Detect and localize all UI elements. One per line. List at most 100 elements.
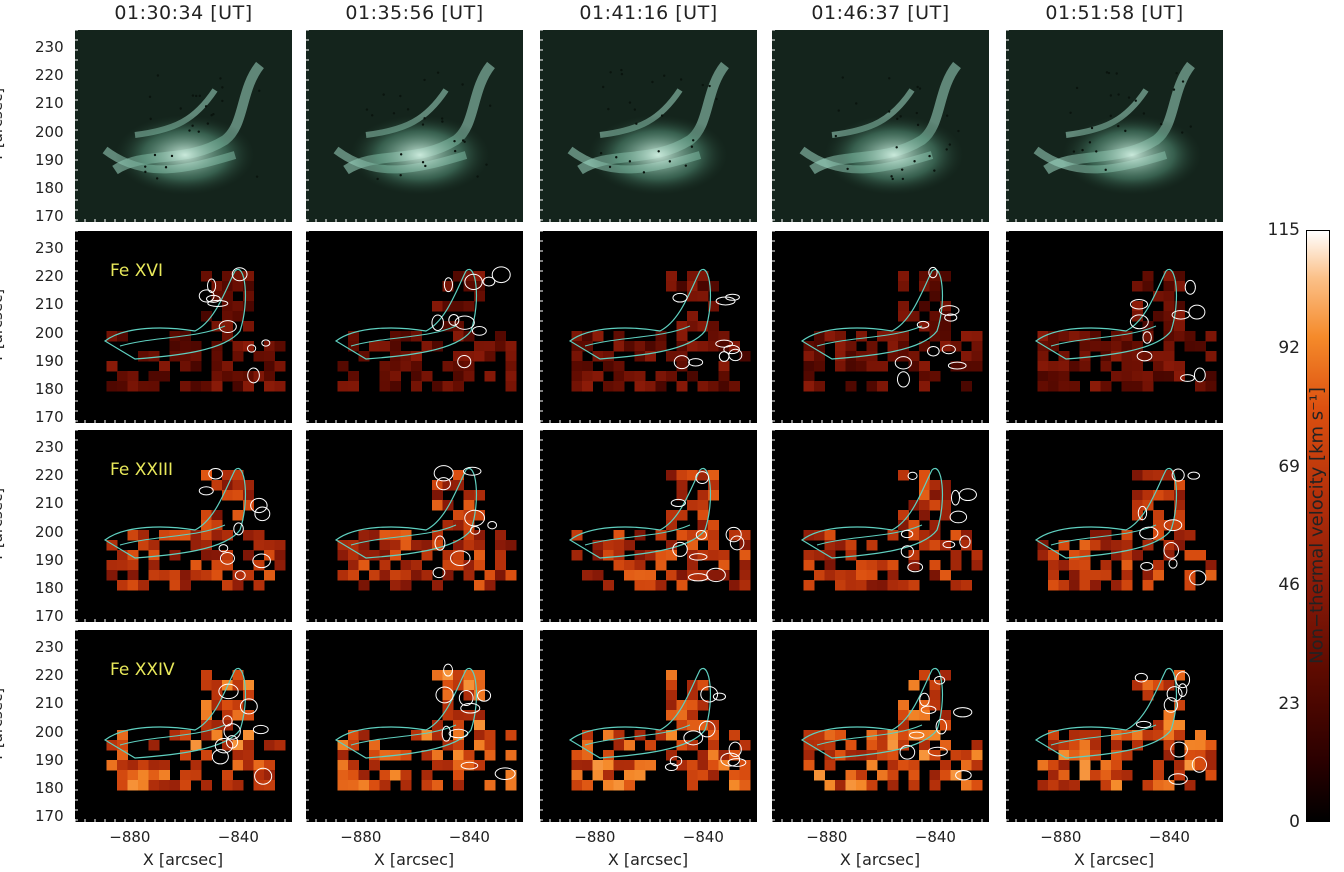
dark-speck bbox=[1117, 93, 1120, 96]
velocity-pixel bbox=[708, 750, 719, 761]
velocity-pixel bbox=[442, 500, 454, 511]
velocity-pixel bbox=[138, 351, 149, 362]
velocity-pixel bbox=[687, 770, 698, 781]
panel-r1-c3 bbox=[540, 30, 757, 222]
velocity-pixel bbox=[929, 490, 941, 501]
velocity-pixel bbox=[379, 750, 391, 761]
velocity-pixel bbox=[358, 351, 370, 362]
velocity-pixel bbox=[400, 331, 412, 342]
velocity-pixel bbox=[1037, 361, 1049, 372]
dark-speck bbox=[488, 104, 492, 107]
velocity-pixel bbox=[222, 321, 233, 332]
velocity-pixel bbox=[1090, 530, 1101, 541]
velocity-pixel bbox=[453, 740, 464, 751]
velocity-pixel bbox=[1111, 550, 1122, 561]
velocity-pixel bbox=[950, 341, 962, 352]
contour-white bbox=[443, 277, 454, 293]
dark-speck bbox=[837, 109, 840, 112]
dark-speck bbox=[633, 108, 637, 111]
velocity-pixel bbox=[824, 570, 836, 581]
velocity-pixel bbox=[453, 770, 464, 781]
velocity-pixel bbox=[442, 550, 454, 561]
colorbar-tick-label: 92 bbox=[1278, 338, 1300, 359]
velocity-pixel bbox=[190, 381, 202, 392]
velocity-pixel bbox=[634, 351, 646, 362]
velocity-pixel bbox=[571, 361, 583, 372]
dark-speck bbox=[642, 171, 646, 174]
velocity-pixel bbox=[190, 341, 202, 352]
velocity-pixel bbox=[908, 520, 920, 531]
velocity-pixel bbox=[453, 780, 464, 791]
dark-speck bbox=[436, 71, 440, 74]
velocity-pixel bbox=[432, 341, 443, 352]
velocity-pixel bbox=[708, 570, 719, 581]
velocity-pixel bbox=[243, 480, 254, 491]
velocity-pixel bbox=[835, 331, 846, 342]
velocity-pixel bbox=[950, 580, 962, 591]
velocity-pixel bbox=[421, 780, 433, 791]
velocity-pixel bbox=[379, 530, 391, 541]
velocity-pixel bbox=[421, 730, 433, 741]
velocity-pixel bbox=[866, 341, 878, 352]
velocity-pixel bbox=[148, 550, 160, 561]
velocity-pixel bbox=[390, 381, 401, 392]
bright-kernel bbox=[350, 115, 490, 195]
velocity-pixel bbox=[369, 780, 380, 791]
dark-speck bbox=[1072, 150, 1076, 153]
contour-white bbox=[247, 367, 260, 384]
velocity-pixel bbox=[117, 550, 128, 561]
velocity-pixel bbox=[856, 331, 867, 342]
velocity-pixel bbox=[337, 570, 349, 581]
velocity-pixel bbox=[687, 470, 698, 481]
velocity-pixel bbox=[180, 341, 191, 352]
column-title-4: 01:46:37 [UT] bbox=[811, 2, 950, 24]
dark-speck bbox=[197, 130, 200, 133]
bright-kernel bbox=[1062, 115, 1202, 195]
velocity-pixel bbox=[463, 570, 475, 581]
velocity-pixel bbox=[1048, 341, 1059, 352]
velocity-pixel bbox=[159, 530, 170, 541]
contour-white bbox=[471, 325, 487, 336]
velocity-pixel bbox=[232, 281, 244, 292]
velocity-pixel bbox=[432, 381, 443, 392]
velocity-pixel bbox=[1184, 750, 1196, 761]
velocity-pixel bbox=[1205, 381, 1217, 392]
contour-white bbox=[207, 299, 229, 307]
velocity-pixel bbox=[697, 510, 709, 521]
velocity-pixel bbox=[180, 780, 191, 791]
velocity-pixel bbox=[697, 530, 709, 541]
velocity-pixel bbox=[201, 670, 212, 681]
contour-white bbox=[1193, 367, 1206, 383]
velocity-pixel bbox=[232, 680, 244, 691]
velocity-pixel bbox=[1142, 281, 1154, 292]
velocity-pixel bbox=[1079, 331, 1091, 342]
y-tick-label: 200 bbox=[35, 722, 64, 741]
velocity-pixel bbox=[148, 570, 160, 581]
velocity-pixel bbox=[232, 780, 244, 791]
contour-white bbox=[908, 731, 925, 739]
dark-speck bbox=[918, 87, 922, 90]
velocity-pixel bbox=[697, 750, 709, 761]
dark-speck bbox=[392, 112, 396, 115]
velocity-pixel bbox=[919, 301, 930, 312]
velocity-pixel bbox=[211, 690, 223, 701]
y-tick-label: 230 bbox=[35, 637, 64, 656]
velocity-pixel bbox=[379, 570, 391, 581]
contour-cyan bbox=[119, 724, 226, 746]
velocity-pixel bbox=[603, 750, 614, 761]
velocity-pixel bbox=[666, 281, 677, 292]
dark-speck bbox=[441, 120, 444, 123]
dark-speck bbox=[1117, 124, 1120, 128]
velocity-pixel bbox=[358, 770, 370, 781]
velocity-pixel bbox=[474, 351, 485, 362]
velocity-pixel bbox=[1153, 510, 1164, 521]
velocity-pixel bbox=[201, 540, 212, 551]
velocity-pixel bbox=[887, 530, 899, 541]
contour-white bbox=[673, 355, 690, 370]
contour-white bbox=[670, 498, 686, 508]
dark-speck bbox=[365, 108, 369, 111]
velocity-pixel bbox=[127, 371, 139, 382]
velocity-pixel bbox=[1079, 740, 1091, 751]
panel-r1-c2 bbox=[306, 30, 523, 222]
velocity-pixel bbox=[739, 580, 751, 591]
